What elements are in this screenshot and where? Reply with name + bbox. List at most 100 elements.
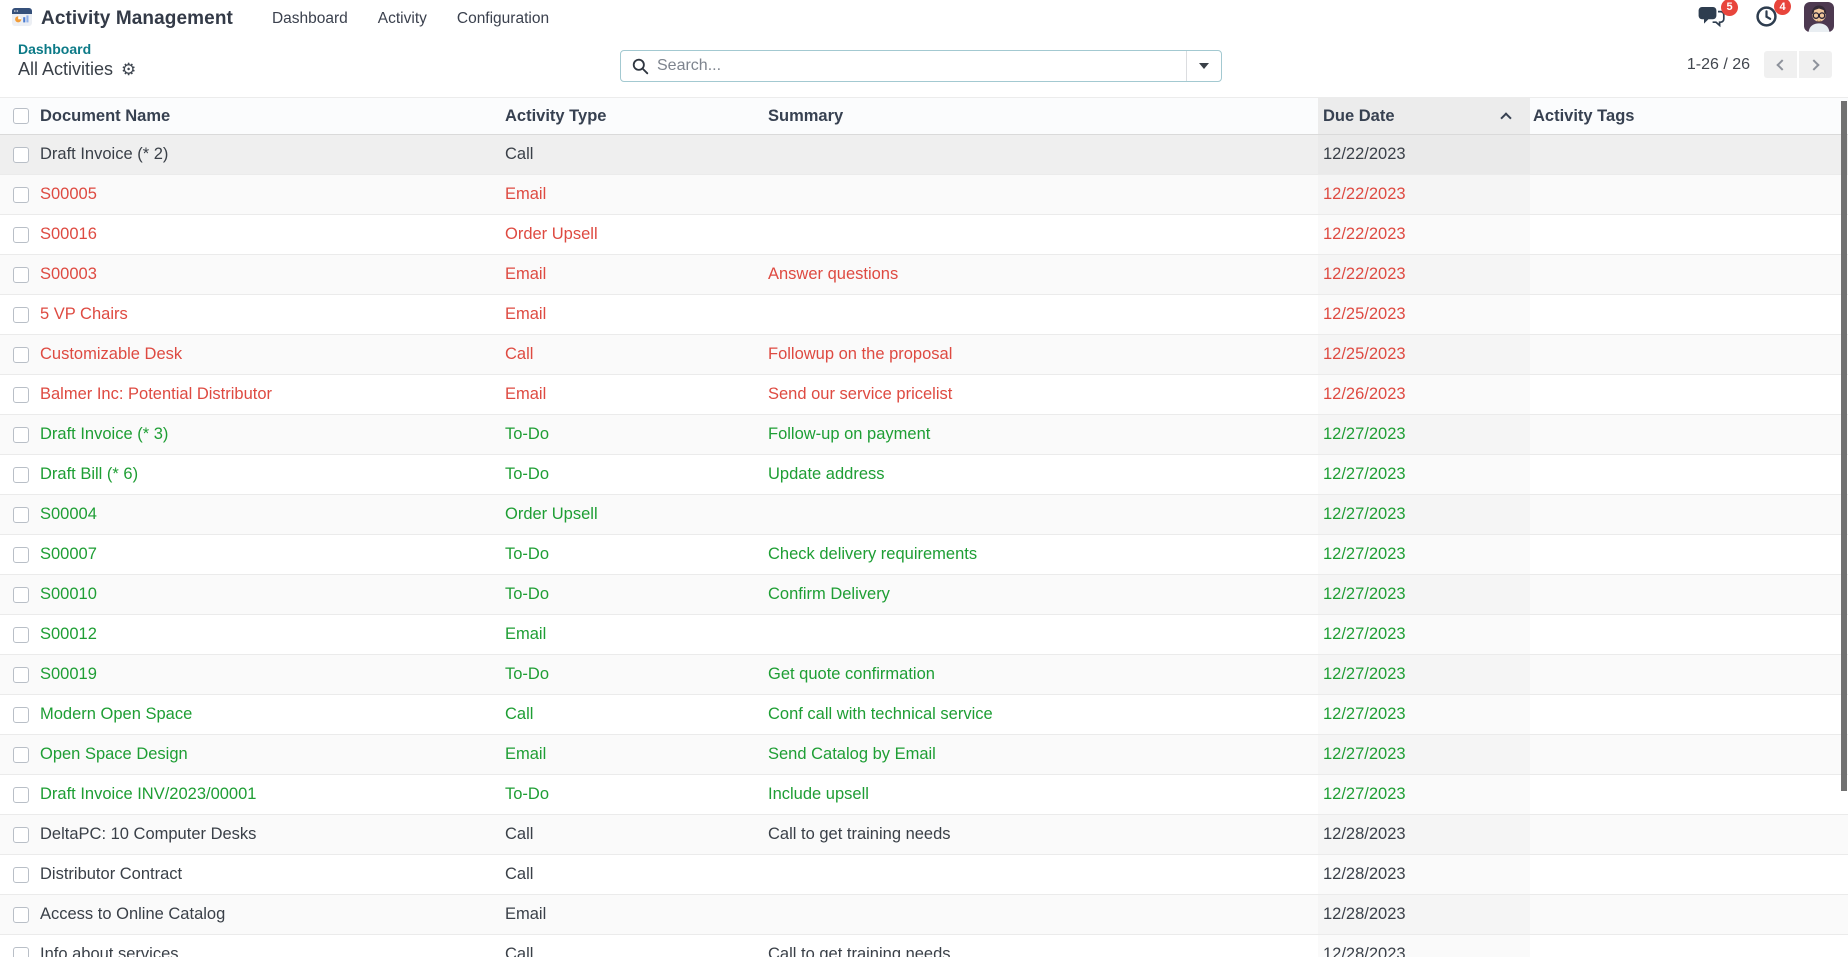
messages-button[interactable]: 5	[1698, 0, 1738, 33]
document-name-cell[interactable]: Balmer Inc: Potential Distributor	[40, 385, 273, 403]
breadcrumb-dashboard-link[interactable]: Dashboard	[18, 41, 92, 57]
search-filters-toggle[interactable]	[1186, 51, 1221, 81]
document-name-cell[interactable]: Open Space Design	[40, 745, 188, 763]
document-name-cell[interactable]: S00010	[40, 585, 97, 603]
vertical-scrollbar[interactable]	[1840, 97, 1848, 957]
table-row[interactable]: Info about services Call Call to get tra…	[0, 935, 1848, 957]
row-checkbox[interactable]	[13, 546, 29, 563]
table-row[interactable]: 5 VP Chairs Email 12/25/2023	[0, 295, 1848, 335]
table-row[interactable]: Balmer Inc: Potential Distributor Email …	[0, 375, 1848, 415]
table-row[interactable]: S00007 To-Do Check delivery requirements…	[0, 535, 1848, 575]
scrollbar-thumb[interactable]	[1841, 101, 1847, 791]
menu-item-activity[interactable]: Activity	[377, 10, 427, 27]
document-name-cell[interactable]: DeltaPC: 10 Computer Desks	[40, 825, 257, 843]
pager-next-button[interactable]	[1799, 51, 1832, 78]
due-date-cell: 12/25/2023	[1323, 305, 1406, 323]
row-select-cell	[0, 855, 40, 894]
table-row[interactable]: S00016 Order Upsell 12/22/2023	[0, 215, 1848, 255]
row-checkbox[interactable]	[13, 426, 29, 443]
activity-type-cell: Order Upsell	[505, 505, 598, 523]
table-row[interactable]: Draft Invoice (* 3) To-Do Follow-up on p…	[0, 415, 1848, 455]
row-checkbox[interactable]	[13, 866, 29, 883]
menu-item-configuration[interactable]: Configuration	[456, 10, 550, 27]
row-checkbox[interactable]	[13, 506, 29, 523]
header-summary[interactable]: Summary	[768, 106, 844, 125]
due-date-cell: 12/27/2023	[1323, 745, 1406, 763]
activity-tags-cell	[1530, 895, 1848, 934]
table-row[interactable]: S00004 Order Upsell 12/27/2023	[0, 495, 1848, 535]
row-checkbox[interactable]	[13, 266, 29, 283]
document-name-cell[interactable]: Customizable Desk	[40, 345, 183, 363]
row-checkbox[interactable]	[13, 626, 29, 643]
row-checkbox[interactable]	[13, 146, 29, 163]
document-name-cell[interactable]: S00003	[40, 265, 97, 283]
header-activity-tags[interactable]: Activity Tags	[1533, 106, 1635, 125]
action-gear-icon[interactable]: ⚙	[121, 60, 137, 79]
document-name-cell[interactable]: Distributor Contract	[40, 865, 183, 883]
summary-cell: Follow-up on payment	[768, 425, 931, 443]
row-checkbox[interactable]	[13, 906, 29, 923]
document-name-cell[interactable]: S00004	[40, 505, 97, 523]
row-checkbox[interactable]	[13, 306, 29, 323]
menu-item-dashboard[interactable]: Dashboard	[271, 10, 348, 27]
summary-cell: Send Catalog by Email	[768, 745, 936, 763]
table-row[interactable]: S00019 To-Do Get quote confirmation 12/2…	[0, 655, 1848, 695]
header-due-date[interactable]: Due Date	[1318, 98, 1530, 134]
row-checkbox[interactable]	[13, 226, 29, 243]
app-brand[interactable]: Activity Management	[12, 7, 233, 31]
table-row[interactable]: Open Space Design Email Send Catalog by …	[0, 735, 1848, 775]
row-select-cell	[0, 535, 40, 574]
summary-cell	[768, 495, 1318, 534]
document-name-cell[interactable]: Access to Online Catalog	[40, 905, 226, 923]
activity-type-cell: Email	[505, 385, 547, 403]
row-checkbox[interactable]	[13, 786, 29, 803]
pager-previous-button[interactable]	[1764, 51, 1797, 78]
document-name-cell[interactable]: Draft Invoice INV/2023/00001	[40, 785, 257, 803]
row-checkbox[interactable]	[13, 466, 29, 483]
table-row[interactable]: S00003 Email Answer questions 12/22/2023	[0, 255, 1848, 295]
row-checkbox[interactable]	[13, 386, 29, 403]
row-checkbox[interactable]	[13, 826, 29, 843]
table-row[interactable]: Draft Invoice INV/2023/00001 To-Do Inclu…	[0, 775, 1848, 815]
header-document-name[interactable]: Document Name	[40, 106, 171, 125]
table-row[interactable]: Draft Bill (* 6) To-Do Update address 12…	[0, 455, 1848, 495]
document-name-cell[interactable]: S00019	[40, 665, 97, 683]
document-name-cell[interactable]: S00005	[40, 185, 97, 203]
document-name-cell[interactable]: Draft Invoice (* 2)	[40, 145, 169, 163]
search-input[interactable]	[649, 51, 1186, 81]
header-activity-type[interactable]: Activity Type	[505, 106, 607, 125]
row-checkbox[interactable]	[13, 186, 29, 203]
table-row[interactable]: Access to Online Catalog Email 12/28/202…	[0, 895, 1848, 935]
due-date-cell: 12/27/2023	[1323, 425, 1406, 443]
row-checkbox[interactable]	[13, 586, 29, 603]
document-name-cell[interactable]: Info about services	[40, 945, 179, 957]
document-name-cell[interactable]: S00016	[40, 225, 97, 243]
row-checkbox[interactable]	[13, 946, 29, 957]
activities-button[interactable]: 4	[1755, 0, 1791, 33]
document-name-cell[interactable]: Draft Bill (* 6)	[40, 465, 139, 483]
table-row[interactable]: Modern Open Space Call Conf call with te…	[0, 695, 1848, 735]
table-row[interactable]: S00010 To-Do Confirm Delivery 12/27/2023	[0, 575, 1848, 615]
document-name-cell[interactable]: Draft Invoice (* 3)	[40, 425, 169, 443]
document-name-cell[interactable]: Modern Open Space	[40, 705, 193, 723]
row-checkbox[interactable]	[13, 746, 29, 763]
summary-cell	[768, 215, 1318, 254]
select-all-checkbox[interactable]	[13, 108, 29, 124]
document-name-cell[interactable]: S00007	[40, 545, 97, 563]
table-row[interactable]: Distributor Contract Call 12/28/2023	[0, 855, 1848, 895]
table-row[interactable]: DeltaPC: 10 Computer Desks Call Call to …	[0, 815, 1848, 855]
table-row[interactable]: S00012 Email 12/27/2023	[0, 615, 1848, 655]
table-row[interactable]: S00005 Email 12/22/2023	[0, 175, 1848, 215]
row-select-cell	[0, 415, 40, 454]
row-checkbox[interactable]	[13, 706, 29, 723]
row-checkbox[interactable]	[13, 666, 29, 683]
table-row[interactable]: Draft Invoice (* 2) Call 12/22/2023	[0, 135, 1848, 175]
row-checkbox[interactable]	[13, 346, 29, 363]
select-all-cell	[0, 98, 40, 134]
user-menu[interactable]	[1804, 1, 1834, 37]
summary-cell: Get quote confirmation	[768, 665, 935, 683]
activity-tags-cell	[1530, 615, 1848, 654]
table-row[interactable]: Customizable Desk Call Followup on the p…	[0, 335, 1848, 375]
document-name-cell[interactable]: 5 VP Chairs	[40, 305, 128, 323]
document-name-cell[interactable]: S00012	[40, 625, 97, 643]
